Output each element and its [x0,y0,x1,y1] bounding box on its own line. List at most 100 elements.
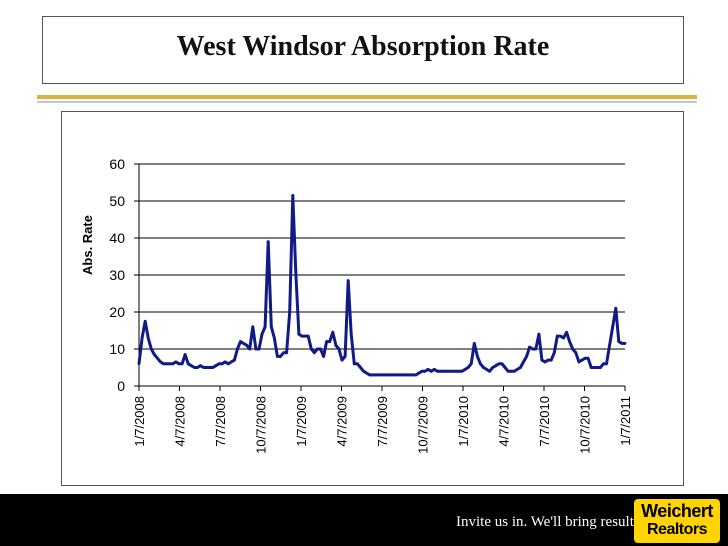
data-point [196,366,199,369]
data-point [562,336,565,340]
data-point [442,369,445,373]
data-point [242,342,246,345]
data-point [543,360,547,364]
footer-bar [0,494,728,546]
data-point [377,373,381,377]
data-point [586,356,590,360]
data-point [349,332,353,336]
data-point [159,360,162,364]
data-point [605,362,608,366]
data-point [497,362,501,366]
y-tick-label: 40 [109,230,125,246]
data-point [592,366,596,369]
data-point [611,325,615,329]
data-point [555,334,559,338]
data-point [602,362,605,366]
data-point [251,325,255,329]
title-underline-gold [37,95,697,99]
y-axis-label: Abs. Rate [80,215,95,275]
data-point [534,347,538,351]
data-point [479,362,482,366]
data-point [276,355,279,358]
x-tick-label: 10/7/2008 [254,396,269,454]
data-point [368,373,372,377]
data-point [199,364,202,368]
data-point [294,273,298,277]
data-point [423,369,427,373]
x-tick-label: 1/7/2009 [294,396,309,447]
data-point [208,366,212,369]
x-tick-label: 10/7/2010 [578,396,593,454]
data-point [359,366,362,369]
y-tick-label: 50 [109,193,125,209]
data-point [303,334,307,338]
data-point [414,373,418,377]
data-point [426,368,430,371]
data-point [540,358,544,362]
data-point [408,373,412,377]
data-point [312,351,316,355]
data-point [389,373,393,377]
x-tick-label: 1/7/2008 [132,396,147,447]
data-point [285,351,288,355]
chart-gridlines [139,163,625,350]
logo-text-weichert: Weichert [641,501,713,521]
data-point [165,362,169,366]
data-point [559,334,562,338]
data-point [149,347,153,351]
data-point [146,336,150,340]
data-point [439,369,442,373]
page-title: West Windsor Absorption Rate [176,31,550,62]
series-line [137,194,625,377]
data-point [291,194,295,197]
data-point [153,353,156,356]
data-point [263,325,267,329]
data-point [402,373,405,377]
data-point [420,369,424,373]
data-point [248,347,252,351]
data-point [457,369,461,373]
data-point [220,362,224,366]
data-point [346,279,350,282]
x-tick-label: 4/7/2008 [173,396,188,447]
data-point [183,353,187,356]
data-point [236,347,239,351]
title-underline-gray [37,101,697,103]
x-tick-label: 4/7/2009 [335,396,350,447]
data-point [392,373,396,377]
data-point [223,360,227,364]
data-point [522,360,525,364]
data-point [137,362,141,366]
logo-text-realtors: Realtors [646,521,708,538]
data-point [515,368,519,371]
data-point [537,332,541,336]
data-point [485,368,488,371]
data-point [257,347,261,351]
y-tick-label: 0 [117,378,125,394]
data-point [531,347,535,351]
absorption-rate-chart: 0 10 20 30 40 50 60 1/7/2008 4/7/2008 7/7/2008 10… [80,156,633,454]
data-point [595,366,599,369]
data-point [488,369,492,373]
data-point [448,369,452,373]
data-point [272,336,276,340]
data-point [506,369,510,373]
title-box: West Windsor Absorption Rate [42,16,684,84]
data-point [211,366,215,369]
data-point [328,340,332,343]
x-tick-label: 7/7/2008 [213,396,228,447]
weichert-logo: Weichert Realtors [634,499,720,543]
data-point [623,342,627,345]
data-point [580,358,584,362]
data-point [454,369,458,373]
data-point [162,362,165,366]
y-tick-label: 60 [109,156,125,172]
data-point [519,366,522,369]
data-point [343,355,347,358]
data-point [171,362,175,366]
data-point [546,358,550,362]
data-point [482,366,485,369]
data-point [549,358,553,362]
data-point [500,362,504,366]
data-point [472,342,476,345]
